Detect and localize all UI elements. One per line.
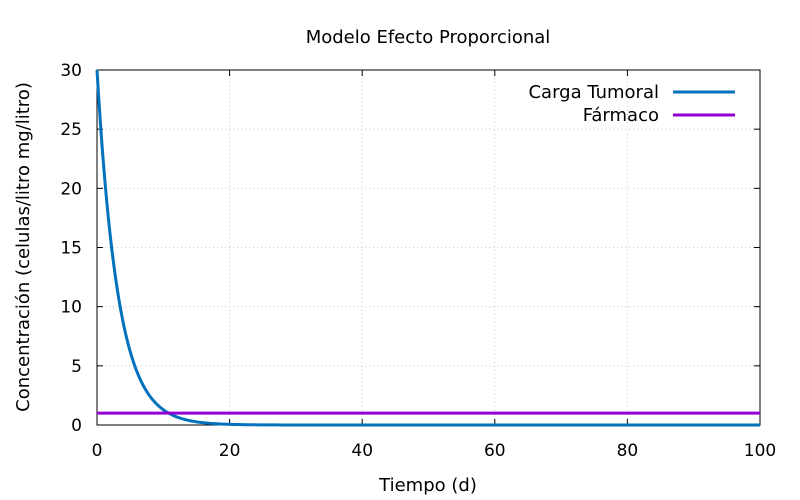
- x-tick-label: 80: [617, 441, 639, 461]
- x-axis-label: Tiempo (d): [378, 475, 477, 496]
- y-tick-label: 15: [60, 239, 82, 259]
- plot-frame: [96, 69, 761, 426]
- y-tick-label: 30: [60, 61, 82, 81]
- y-tick-label: 0: [71, 416, 82, 436]
- y-tick-label: 10: [60, 298, 82, 318]
- y-tick-label: 25: [60, 120, 82, 140]
- x-tick-label: 60: [484, 441, 506, 461]
- legend-label: Carga Tumoral: [528, 82, 659, 103]
- grid: [97, 70, 760, 425]
- y-tick-label: 5: [71, 357, 82, 377]
- x-tick-label: 20: [219, 441, 241, 461]
- x-tick-label: 0: [92, 441, 103, 461]
- x-tick-label: 100: [744, 441, 776, 461]
- legend-label: Fármaco: [583, 105, 659, 126]
- y-tick-label: 20: [60, 179, 82, 199]
- y-axis-label: Concentración (celulas/litro mg/litro): [13, 82, 34, 412]
- axis-ticks: 0 20 40 60 80 100 0 5 10 15 20 25 30: [60, 61, 776, 461]
- series-carga-tumoral-line: [95, 69, 760, 427]
- series-layer: [95, 69, 760, 427]
- x-tick-label: 40: [351, 441, 373, 461]
- chart-title: Modelo Efecto Proporcional: [306, 27, 551, 48]
